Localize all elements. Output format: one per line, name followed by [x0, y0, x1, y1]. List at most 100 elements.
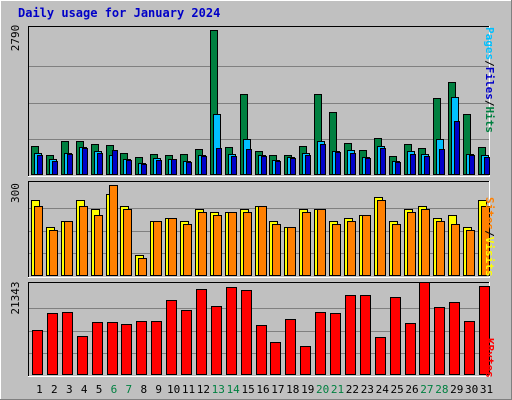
pages-bar: [261, 156, 267, 175]
day-tick-label: 27: [420, 383, 433, 396]
kbytes-panel: [28, 282, 490, 377]
kbytes-bar: [47, 313, 58, 375]
day-tick-label: 21: [331, 383, 344, 396]
kbytes-bar: [419, 282, 430, 375]
kbytes-bar: [434, 307, 445, 375]
sites-bar: [138, 258, 147, 276]
day-tick-label: 31: [480, 383, 493, 396]
hits-ymax-label: 2790: [9, 25, 22, 52]
kbytes-bar: [241, 290, 252, 375]
sites-bar: [272, 224, 281, 276]
day-tick-label: 20: [316, 383, 329, 396]
day-tick-label: 19: [301, 383, 314, 396]
sites-bar: [481, 206, 490, 276]
sites-bar: [302, 212, 311, 276]
pages-bar: [67, 154, 73, 175]
day-tick-label: 7: [126, 383, 133, 396]
day-tick-label: 13: [212, 383, 225, 396]
day-tick-label: 16: [256, 383, 269, 396]
legend-hits: Hits: [483, 107, 496, 134]
sites-bar: [466, 230, 475, 276]
kbytes-bar: [151, 321, 162, 375]
pages-bar: [275, 161, 281, 175]
pages-bar: [52, 161, 58, 175]
day-tick-label: 30: [465, 383, 478, 396]
day-tick-label: 10: [167, 383, 180, 396]
kbytes-bar: [121, 324, 132, 375]
sites-bar: [168, 218, 177, 276]
day-tick-label: 2: [51, 383, 58, 396]
pages-bar: [201, 156, 207, 175]
kbytes-bar: [300, 346, 311, 375]
pages-bar: [216, 148, 222, 175]
pages-bar: [141, 164, 147, 175]
kbytes-bar: [345, 295, 356, 375]
pages-bar: [186, 162, 192, 175]
hits-legend: Pages/Files/Hits: [483, 27, 496, 133]
pages-bar: [305, 155, 311, 175]
legend-separator: /: [483, 60, 496, 67]
kbytes-bar: [92, 322, 103, 375]
pages-bar: [112, 150, 118, 175]
chart-title: Daily usage for January 2024: [18, 6, 221, 20]
pages-bar: [484, 157, 490, 175]
day-tick-label: 28: [435, 383, 448, 396]
legend-sites: Sites: [483, 197, 496, 230]
pages-bar: [246, 149, 252, 175]
kbytes-bar: [464, 321, 475, 375]
svg-text:KBytes: KBytes: [483, 338, 496, 378]
pages-bar: [82, 148, 88, 175]
day-tick-label: 17: [271, 383, 284, 396]
sites-bar: [123, 209, 132, 276]
hits-files-pages-panel: [28, 26, 490, 177]
sites-bar: [377, 200, 386, 276]
sites-bar: [109, 185, 118, 276]
legend-separator: /: [483, 100, 496, 107]
kbytes-bar: [375, 337, 386, 375]
sites-bar: [94, 215, 103, 276]
sites-bar: [183, 224, 192, 276]
kbytes-legend: KBytes: [483, 338, 496, 378]
kbytes-bar: [196, 289, 207, 375]
sites-bar: [198, 212, 207, 276]
pages-bar: [380, 148, 386, 175]
pages-bar: [350, 153, 356, 175]
sites-bar: [64, 221, 73, 276]
legend-separator: /: [483, 230, 496, 237]
pages-bar: [126, 160, 132, 175]
legend-pages: Pages: [483, 27, 496, 60]
pages-bar: [231, 156, 237, 175]
day-tick-label: 9: [155, 383, 162, 396]
day-tick-label: 11: [182, 383, 195, 396]
svg-text:Sites/Visits: Sites/Visits: [483, 197, 496, 277]
day-tick-label: 3: [66, 383, 73, 396]
day-axis: 1 2 3 4 5 6 7 8 9 10 11 12 13 14 15 16 17 18 19 20 21 22 23 24 2…: [36, 383, 493, 396]
day-tick-label: 5: [96, 383, 103, 396]
sites-bar: [243, 212, 252, 276]
pages-bar: [365, 158, 371, 175]
day-tick-label: 15: [241, 383, 254, 396]
day-tick-label: 23: [361, 383, 374, 396]
kbytes-bar: [390, 297, 401, 375]
kbytes-bar: [256, 325, 267, 375]
day-tick-label: 1: [36, 383, 43, 396]
legend-files: Files: [483, 67, 496, 100]
kbytes-bar: [77, 336, 88, 375]
pages-bar: [320, 144, 326, 175]
day-tick-label: 29: [450, 383, 463, 396]
sites-bar: [79, 206, 88, 276]
pages-bar: [335, 152, 341, 175]
legend-kbytes: KBytes: [483, 338, 496, 378]
svg-text:Pages/Files/Hits: Pages/Files/Hits: [483, 27, 496, 133]
sites-bar: [228, 212, 237, 276]
kbytes-bar: [270, 342, 281, 375]
visits-sites-panel: [28, 181, 490, 278]
sites-bar: [34, 206, 43, 276]
legend-visits: Visits: [483, 237, 496, 277]
kbytes-bar: [285, 319, 296, 375]
sites-bar: [49, 230, 58, 276]
visits-ymax-label: 300: [9, 183, 22, 203]
kbytes-bar: [211, 306, 222, 375]
sites-bar: [451, 224, 460, 276]
